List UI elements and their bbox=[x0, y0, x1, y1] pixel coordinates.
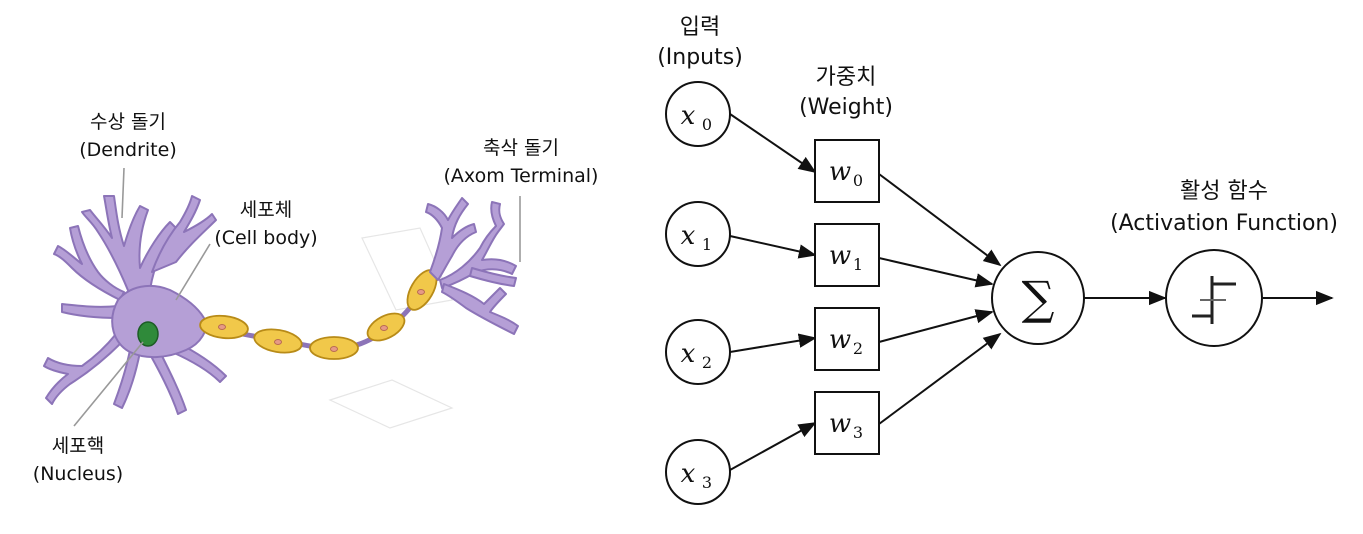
input-var: x bbox=[681, 221, 696, 251]
edge-w1-sum bbox=[878, 257, 994, 288]
weight-box-1: w 1 bbox=[814, 223, 880, 287]
weight-subscript: 2 bbox=[853, 339, 863, 358]
weight-box-0: w 0 bbox=[814, 139, 880, 203]
summation-node: ∑ bbox=[991, 251, 1085, 345]
edge-x0-w0 bbox=[729, 113, 817, 174]
inputs-header-ko: 입력 bbox=[680, 15, 720, 40]
edge-w3-sum bbox=[878, 332, 1002, 425]
axon-terminal bbox=[425, 197, 519, 335]
myelin-sheaths bbox=[199, 269, 438, 360]
edge-w2-sum bbox=[878, 309, 994, 343]
axon-terminal-label-en: (Axom Terminal) bbox=[444, 165, 599, 187]
input-var: x bbox=[681, 339, 696, 369]
weight-var: w bbox=[829, 241, 851, 271]
nucleus-label-en: (Nucleus) bbox=[33, 463, 123, 485]
dendrite-label-ko: 수상 돌기 bbox=[90, 111, 166, 133]
biological-neuron: 수상 돌기 (Dendrite) 세포체 (Cell body) 축삭 돌기 (… bbox=[33, 111, 599, 485]
input-var: x bbox=[681, 101, 696, 131]
dendrite-label-en: (Dendrite) bbox=[79, 139, 176, 161]
leader-lines bbox=[73, 167, 521, 427]
perceptron: 입력 (Inputs) 가중치 (Weight) 활성 함수 (Activati… bbox=[657, 15, 1338, 505]
edge-x3-w3 bbox=[729, 422, 817, 471]
nucleus bbox=[137, 321, 159, 347]
axon-terminal-label-ko: 축삭 돌기 bbox=[483, 137, 559, 159]
input-node-1: x 1 bbox=[665, 201, 731, 267]
weight-var: w bbox=[829, 157, 851, 187]
cell-body-label-ko: 세포체 bbox=[240, 199, 292, 221]
sigma-symbol: ∑ bbox=[1022, 271, 1055, 325]
input-node-2: x 2 bbox=[665, 319, 731, 385]
weight-subscript: 3 bbox=[853, 423, 863, 442]
weights-header-ko: 가중치 bbox=[816, 65, 877, 90]
weight-subscript: 1 bbox=[853, 255, 863, 274]
step-function-icon bbox=[1192, 276, 1236, 324]
weight-var: w bbox=[829, 409, 851, 439]
activation-header-ko: 활성 함수 bbox=[1180, 179, 1268, 204]
background-sketch bbox=[328, 227, 454, 429]
weight-var: w bbox=[829, 325, 851, 355]
weights-header-en: (Weight) bbox=[799, 95, 893, 120]
activation-header-en: (Activation Function) bbox=[1110, 211, 1338, 236]
cell-body bbox=[111, 284, 207, 358]
input-node-3: x 3 bbox=[665, 439, 731, 505]
inputs-header-en: (Inputs) bbox=[657, 45, 743, 70]
edge-x1-w1 bbox=[729, 235, 817, 259]
input-node-0: x 0 bbox=[665, 81, 731, 147]
input-subscript: 0 bbox=[702, 115, 712, 134]
input-subscript: 1 bbox=[702, 235, 712, 254]
connectors bbox=[729, 113, 1334, 471]
edge-w0-sum bbox=[878, 173, 1002, 267]
weight-subscript: 0 bbox=[853, 171, 863, 190]
weight-box-3: w 3 bbox=[814, 391, 880, 455]
cell-body-label-en: (Cell body) bbox=[214, 227, 317, 249]
weight-box-2: w 2 bbox=[814, 307, 880, 371]
edge-x2-w2 bbox=[729, 333, 817, 353]
dendrites bbox=[43, 195, 227, 415]
input-subscript: 2 bbox=[702, 353, 712, 372]
input-var: x bbox=[681, 459, 696, 489]
input-subscript: 3 bbox=[702, 473, 712, 492]
activation-node bbox=[1165, 249, 1263, 347]
nucleus-label-ko: 세포핵 bbox=[52, 435, 104, 457]
